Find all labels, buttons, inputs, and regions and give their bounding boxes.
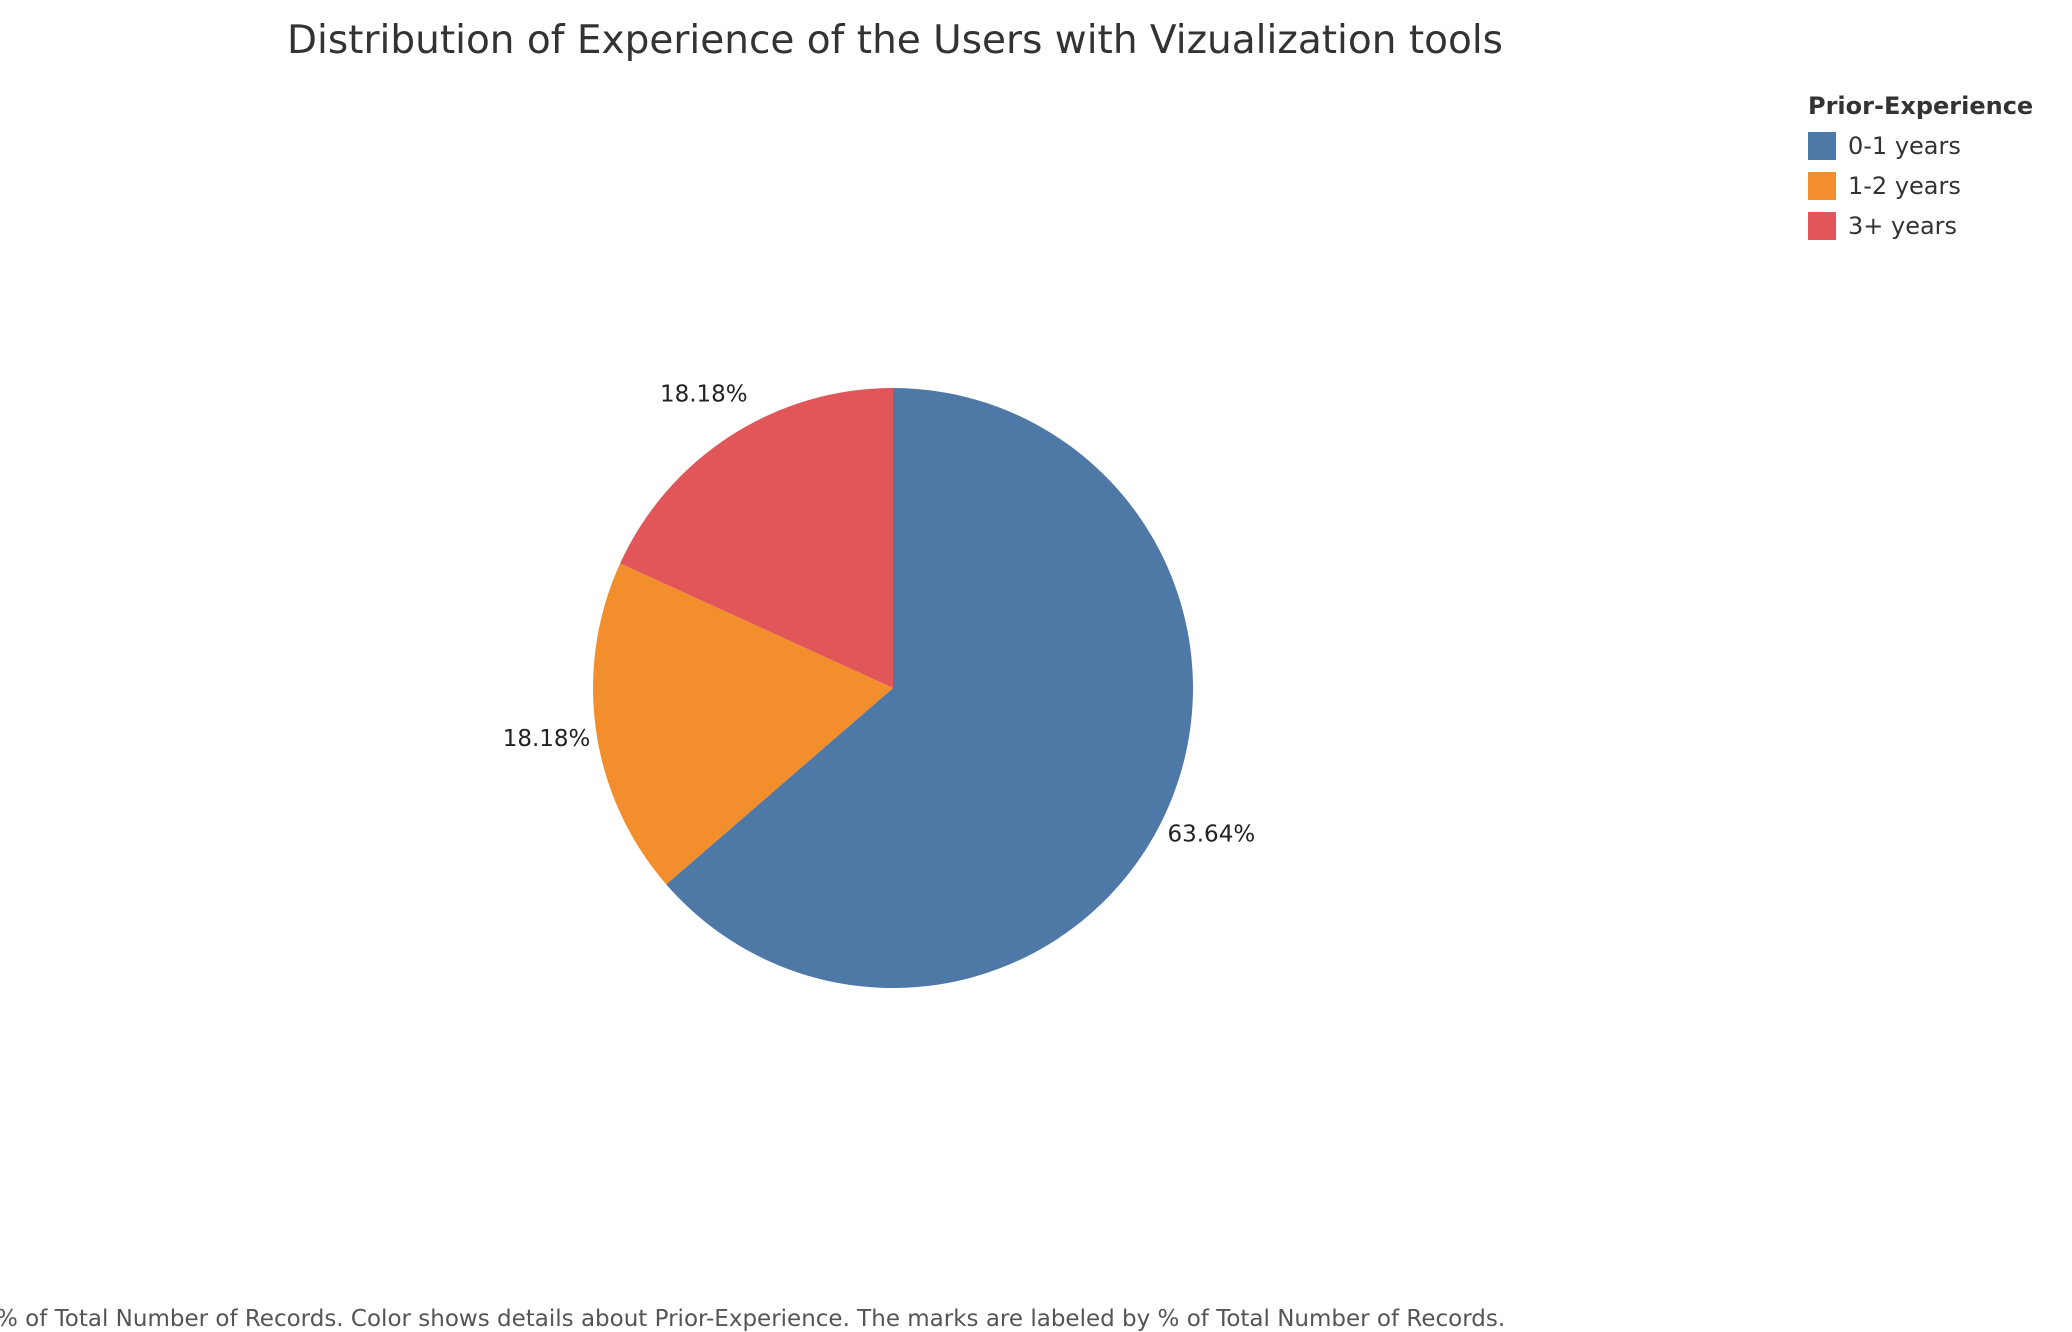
pie-slice-1-2-years[interactable]	[592, 563, 893, 885]
slice-label-3-plus-years: 18.18%	[660, 382, 748, 408]
legend-item-1-2-years[interactable]: 1-2 years	[1808, 166, 2033, 206]
legend-label-1-2-years: 1-2 years	[1848, 172, 1961, 200]
legend-swatch-3-plus-years	[1808, 212, 1836, 240]
legend-label-0-1-years: 0-1 years	[1848, 132, 1961, 160]
slice-label-1-2-years: 18.18%	[503, 726, 591, 752]
chart-caption: % of Total Number of Records. Color show…	[0, 1306, 1506, 1332]
pie-slice-0-1-years[interactable]	[666, 388, 1193, 989]
legend-item-3-plus-years[interactable]: 3+ years	[1808, 206, 2033, 246]
pie-slice-3-plus-years[interactable]	[620, 388, 893, 688]
legend: Prior-Experience 0-1 years 1-2 years 3+ …	[1808, 92, 2033, 246]
chart-title: Distribution of Experience of the Users …	[287, 18, 1503, 63]
legend-title: Prior-Experience	[1808, 92, 2034, 120]
legend-item-0-1-years[interactable]: 0-1 years	[1808, 126, 2033, 166]
legend-label-3-plus-years: 3+ years	[1848, 212, 1958, 240]
legend-swatch-0-1-years	[1808, 132, 1836, 160]
legend-swatch-1-2-years	[1808, 172, 1836, 200]
slice-label-0-1-years: 63.64%	[1167, 821, 1255, 847]
